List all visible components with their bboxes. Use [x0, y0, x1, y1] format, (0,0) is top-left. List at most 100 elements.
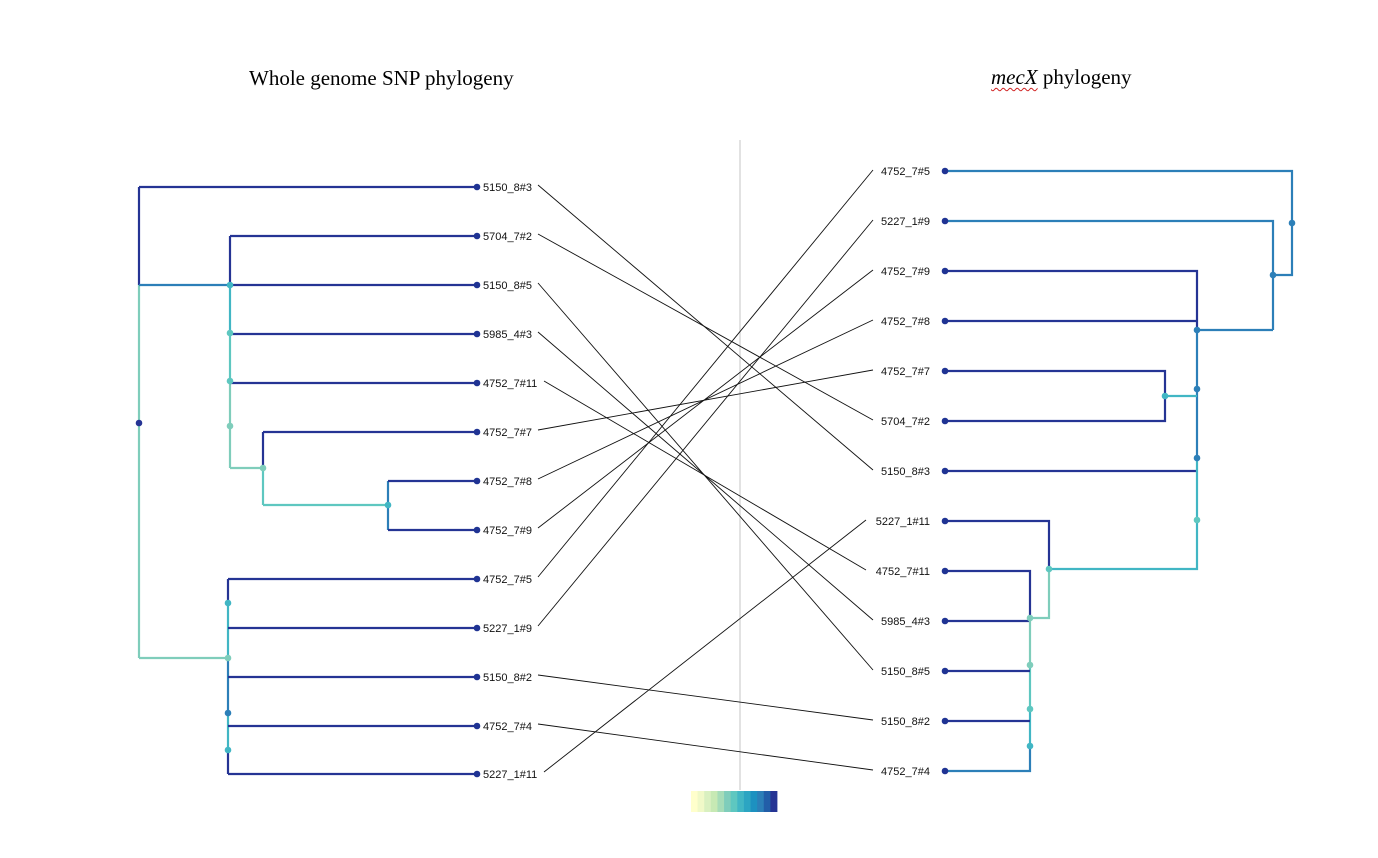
right-tip-dot	[941, 617, 949, 625]
gene-name: mecX	[991, 65, 1038, 89]
left-tip-dot	[473, 232, 481, 240]
right-tip-label: 5150_8#5	[881, 666, 930, 678]
color-scale-swatch	[737, 791, 745, 812]
right-node	[1026, 661, 1034, 669]
right-branch	[945, 569, 1032, 618]
title-suffix: phylogeny	[1037, 65, 1132, 89]
left-node	[226, 281, 234, 289]
right-node	[1026, 705, 1034, 713]
connector-line	[537, 269, 874, 529]
connector-line	[543, 519, 867, 773]
connector-line	[537, 723, 874, 771]
left-tree	[135, 183, 481, 778]
left-tip-dot	[473, 379, 481, 387]
right-node	[1026, 614, 1034, 622]
right-node	[1193, 326, 1201, 334]
left-node	[384, 501, 392, 509]
left-tip-label: 5150_8#2	[483, 672, 532, 684]
left-node	[226, 422, 234, 430]
right-tip-dot	[941, 317, 949, 325]
connector-line	[537, 233, 874, 421]
right-branch	[945, 746, 1032, 773]
right-node	[1288, 219, 1296, 227]
color-scale-bar	[691, 791, 778, 812]
left-tip-label: 4752_7#8	[483, 476, 532, 488]
right-tip-label: 5227_1#11	[876, 516, 930, 528]
right-tree-title: mecX phylogeny	[991, 65, 1132, 90]
right-tip-label: 5704_7#2	[881, 416, 930, 428]
left-tip-dot	[473, 477, 481, 485]
right-tip-label: 5150_8#3	[881, 466, 930, 478]
right-branch	[1030, 569, 1051, 620]
left-tree-title: Whole genome SNP phylogeny	[249, 66, 514, 90]
right-tip-label: 4752_7#4	[881, 766, 930, 778]
right-tip-dot	[941, 267, 949, 275]
right-node	[1045, 565, 1053, 573]
left-tip-label: 5150_8#5	[483, 280, 532, 292]
left-tip-dot	[473, 575, 481, 583]
connector-lines	[537, 169, 874, 773]
color-scale-swatch	[770, 791, 778, 812]
left-tip-label: 4752_7#9	[483, 525, 532, 537]
left-node	[224, 709, 232, 717]
right-tip-label: 4752_7#7	[881, 366, 930, 378]
right-tip-label: 5150_8#2	[881, 716, 930, 728]
right-tip-dot	[941, 167, 949, 175]
left-node	[226, 377, 234, 385]
left-tip-label: 4752_7#11	[483, 378, 537, 390]
left-tip-dot	[473, 526, 481, 534]
right-branch	[945, 269, 1199, 330]
right-tip-dot	[941, 417, 949, 425]
left-node	[224, 746, 232, 754]
right-node	[1161, 392, 1169, 400]
left-node	[135, 419, 143, 427]
left-tip-dot	[473, 722, 481, 730]
color-scale-swatch	[724, 791, 732, 812]
left-tip-label: 5704_7#2	[483, 231, 532, 243]
left-node	[224, 654, 232, 662]
right-branch	[1049, 458, 1199, 571]
right-tip-label: 5227_1#9	[881, 216, 930, 228]
right-tip-dot	[941, 567, 949, 575]
color-scale-swatch	[730, 791, 738, 812]
left-tip-label: 5985_4#3	[483, 329, 532, 341]
right-node	[1026, 742, 1034, 750]
right-tip-label: 4752_7#11	[876, 566, 930, 578]
right-tip-label: 5985_4#3	[881, 616, 930, 628]
left-tip-dot	[473, 281, 481, 289]
left-node	[226, 329, 234, 337]
right-tip-dot	[941, 467, 949, 475]
color-scale-swatch	[717, 791, 725, 812]
color-scale-swatch	[757, 791, 765, 812]
right-tree	[941, 167, 1296, 775]
right-tip-labels: 4752_7#5 5227_1#9 4752_7#9 4752_7#8 4752_7#7…	[876, 166, 930, 778]
left-node	[224, 599, 232, 607]
connector-line	[543, 380, 867, 571]
right-tip-dot	[941, 667, 949, 675]
color-scale-swatch	[750, 791, 758, 812]
right-tip-label: 4752_7#8	[881, 316, 930, 328]
color-scale-swatch	[691, 791, 699, 812]
connector-line	[537, 219, 874, 627]
right-node	[1193, 516, 1201, 524]
left-tip-label: 4752_7#7	[483, 427, 532, 439]
right-branch	[945, 219, 1275, 330]
right-tip-dot	[941, 367, 949, 375]
left-tip-label: 5227_1#9	[483, 623, 532, 635]
color-scale-swatch	[743, 791, 751, 812]
color-scale-swatch	[704, 791, 712, 812]
right-tip-dot	[941, 717, 949, 725]
connector-line	[537, 674, 874, 721]
right-tip-dot	[941, 767, 949, 775]
color-scale-swatch	[697, 791, 705, 812]
left-tip-dot	[473, 770, 481, 778]
right-node	[1269, 271, 1277, 279]
color-scale-swatch	[763, 791, 771, 812]
right-tip-label: 4752_7#5	[881, 166, 930, 178]
right-tip-dot	[941, 517, 949, 525]
left-tip-dot	[473, 624, 481, 632]
left-tip-label: 5150_8#3	[483, 182, 532, 194]
right-tip-label: 4752_7#9	[881, 266, 930, 278]
